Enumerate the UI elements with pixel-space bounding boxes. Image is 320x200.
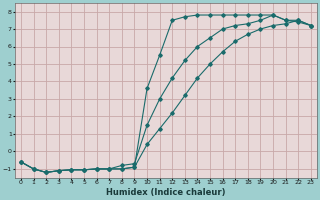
X-axis label: Humidex (Indice chaleur): Humidex (Indice chaleur) [106,188,226,197]
